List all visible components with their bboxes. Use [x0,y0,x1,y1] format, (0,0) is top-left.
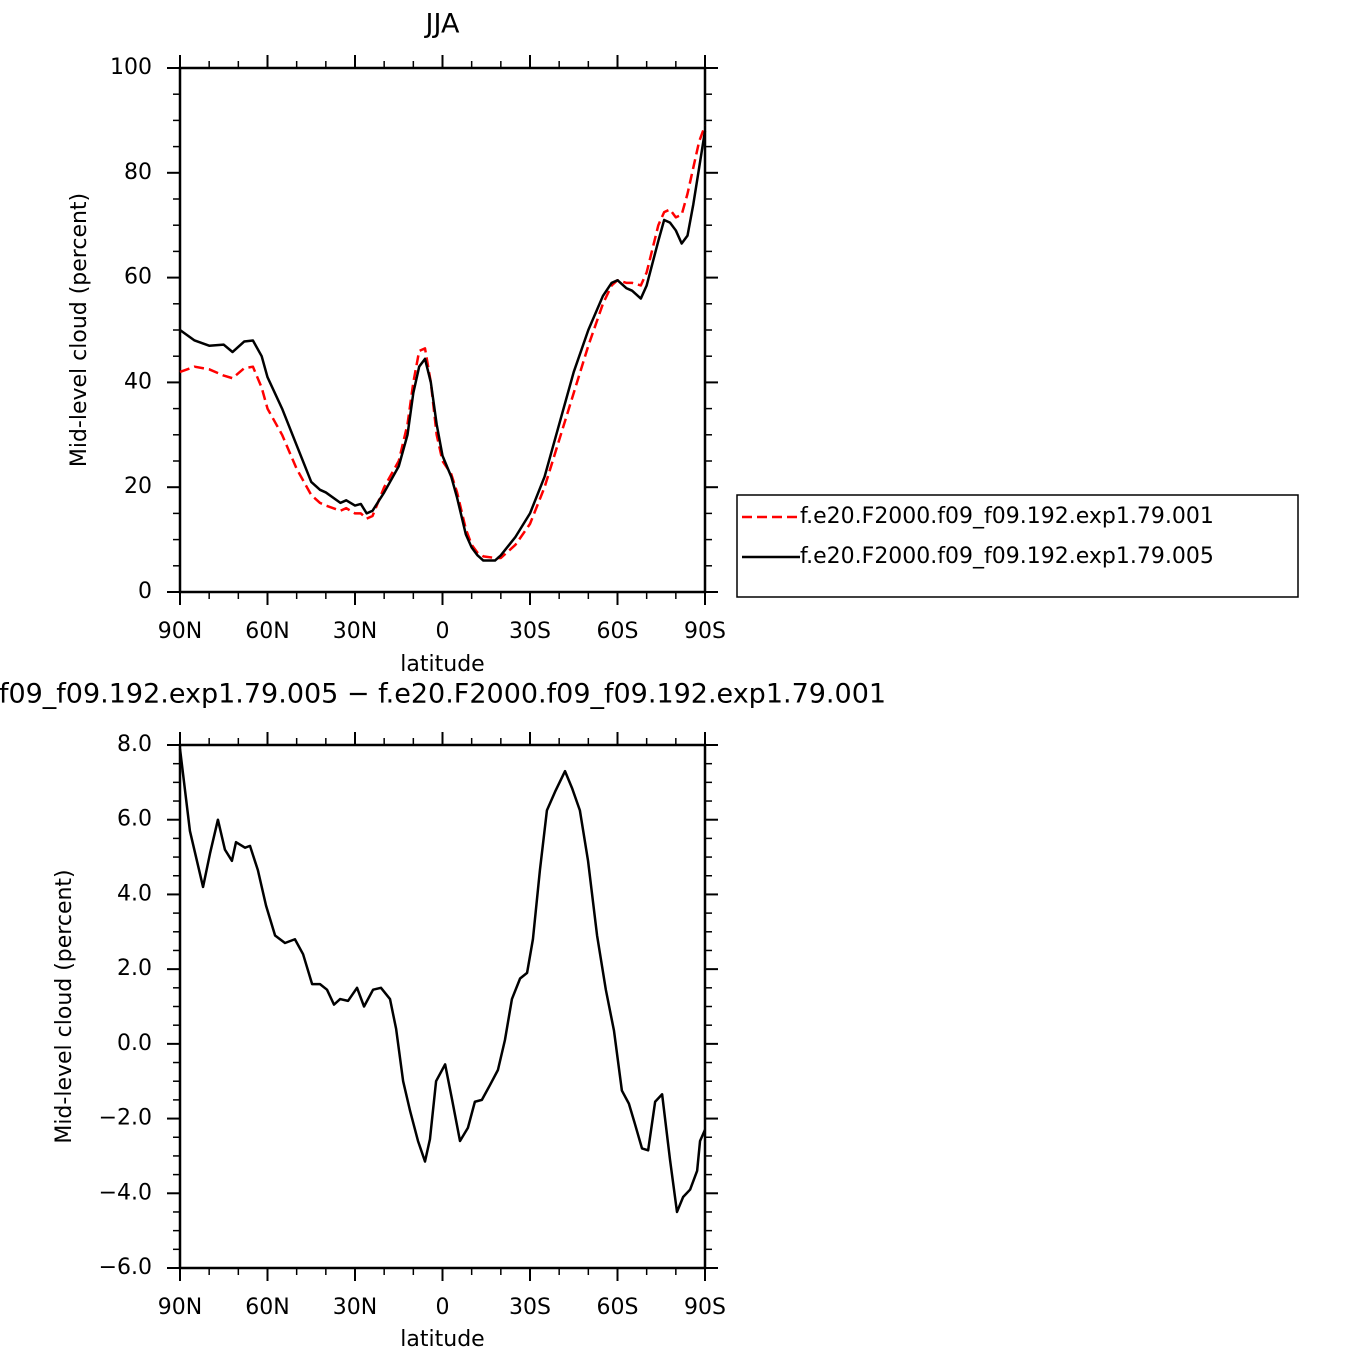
y-tick-label: 6.0 [117,807,152,832]
legend-box [736,494,1299,598]
y-tick-label: 100 [110,55,152,80]
x-tick-label: 60S [597,619,639,644]
y-tick-label: −6.0 [99,1255,152,1280]
y-tick-label: −2.0 [99,1106,152,1131]
x-tick-label: 60N [245,619,289,644]
x-tick-label: 0 [436,619,450,644]
x-tick-label: 0 [436,1295,450,1320]
plot-frame [178,743,707,1270]
legend-label: f.e20.F2000.f09_f09.192.exp1.79.001 [800,504,1214,529]
x-tick-label: 30N [333,619,377,644]
y-tick-label: 80 [124,160,152,185]
chart-title: f09_f09.192.exp1.79.005 − f.e20.F2000.f0… [0,679,886,710]
x-tick-label: 60N [245,1295,289,1320]
y-tick-label: 0 [138,579,152,604]
x-tick-label: 60S [597,1295,639,1320]
y-tick-label: 20 [124,474,152,499]
data-line [179,130,707,562]
y-tick-label: 0.0 [117,1031,152,1056]
x-tick-label: 30S [509,619,551,644]
y-tick-label: 40 [124,369,152,394]
chart-title: JJA [424,9,460,40]
x-tick-label: 90S [684,619,726,644]
y-axis-label: Mid-level cloud (percent) [52,869,77,1143]
x-tick-label: 30N [333,1295,377,1320]
x-tick-label: 30S [509,1295,551,1320]
y-tick-label: 4.0 [117,881,152,906]
legend-label: f.e20.F2000.f09_f09.192.exp1.79.005 [800,544,1214,569]
data-line [178,748,707,1214]
x-tick-label: 90S [684,1295,726,1320]
y-tick-label: −4.0 [99,1180,152,1205]
data-line [179,125,707,560]
y-axis-label: Mid-level cloud (percent) [67,193,92,467]
x-axis-label: latitude [400,1327,484,1352]
x-tick-label: 90N [158,1295,202,1320]
y-tick-label: 2.0 [117,956,152,981]
y-tick-label: 8.0 [117,732,152,757]
y-tick-label: 60 [124,265,152,290]
x-axis-label: latitude [400,652,484,677]
x-tick-label: 90N [158,619,202,644]
plot-frame [178,66,707,594]
